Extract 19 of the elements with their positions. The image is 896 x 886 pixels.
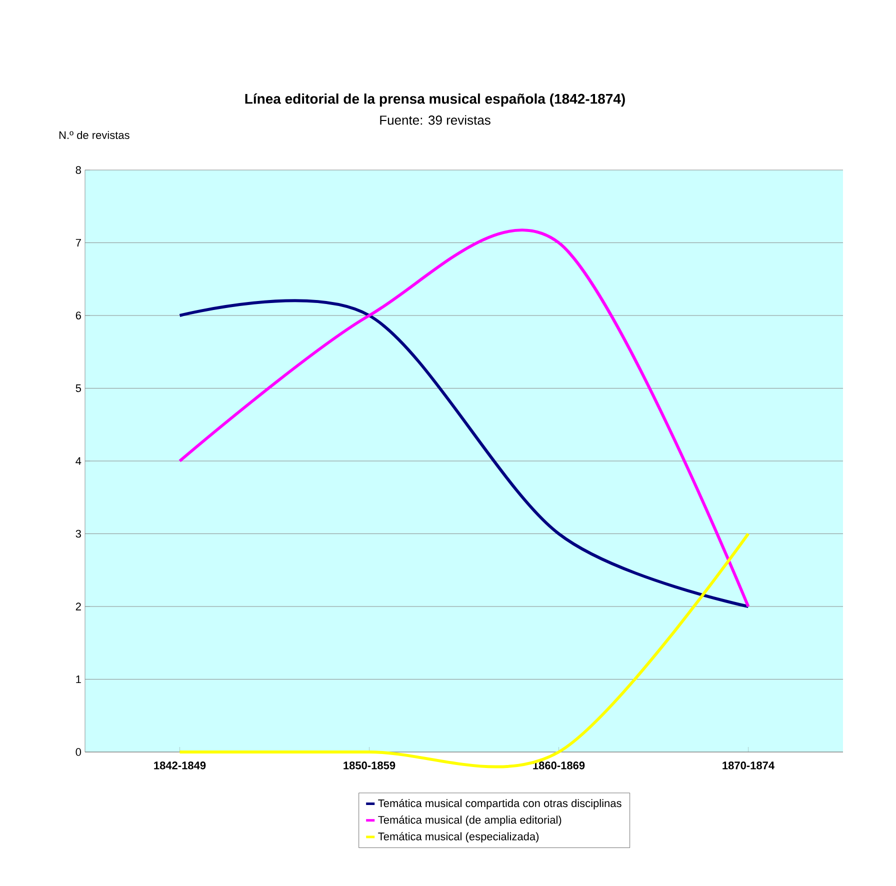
legend-label: Temática musical (de amplia editorial) [378,816,562,826]
y-tick-label: 7 [76,238,81,247]
y-axis-title: N.º de revistas [59,130,130,140]
x-tick-label: 1870-1874 [722,762,774,770]
y-tick-label: 1 [76,675,81,684]
y-tick-label: 8 [76,166,81,174]
y-tick-label: 0 [76,748,82,756]
y-tick-label: 4 [76,457,82,465]
y-tick-label: 6 [76,312,81,320]
x-tick-label: 1860-1869 [533,762,585,770]
legend-label: Temática musical compartida con otras disciplinas [378,798,622,810]
legend-label: Temática musical (especializada) [378,832,539,843]
chart-title: Línea editorial de la prensa musical española (1842-1874) [245,93,625,107]
y-tick-label: 3 [76,530,81,538]
x-tick-label: 1842-1849 [154,762,206,770]
chart-subtitle: Fuente: 39 revistas [380,115,490,125]
y-tick-label: 5 [76,384,81,392]
x-tick-label: 1850-1859 [344,762,396,770]
y-tick-label: 2 [76,602,81,610]
